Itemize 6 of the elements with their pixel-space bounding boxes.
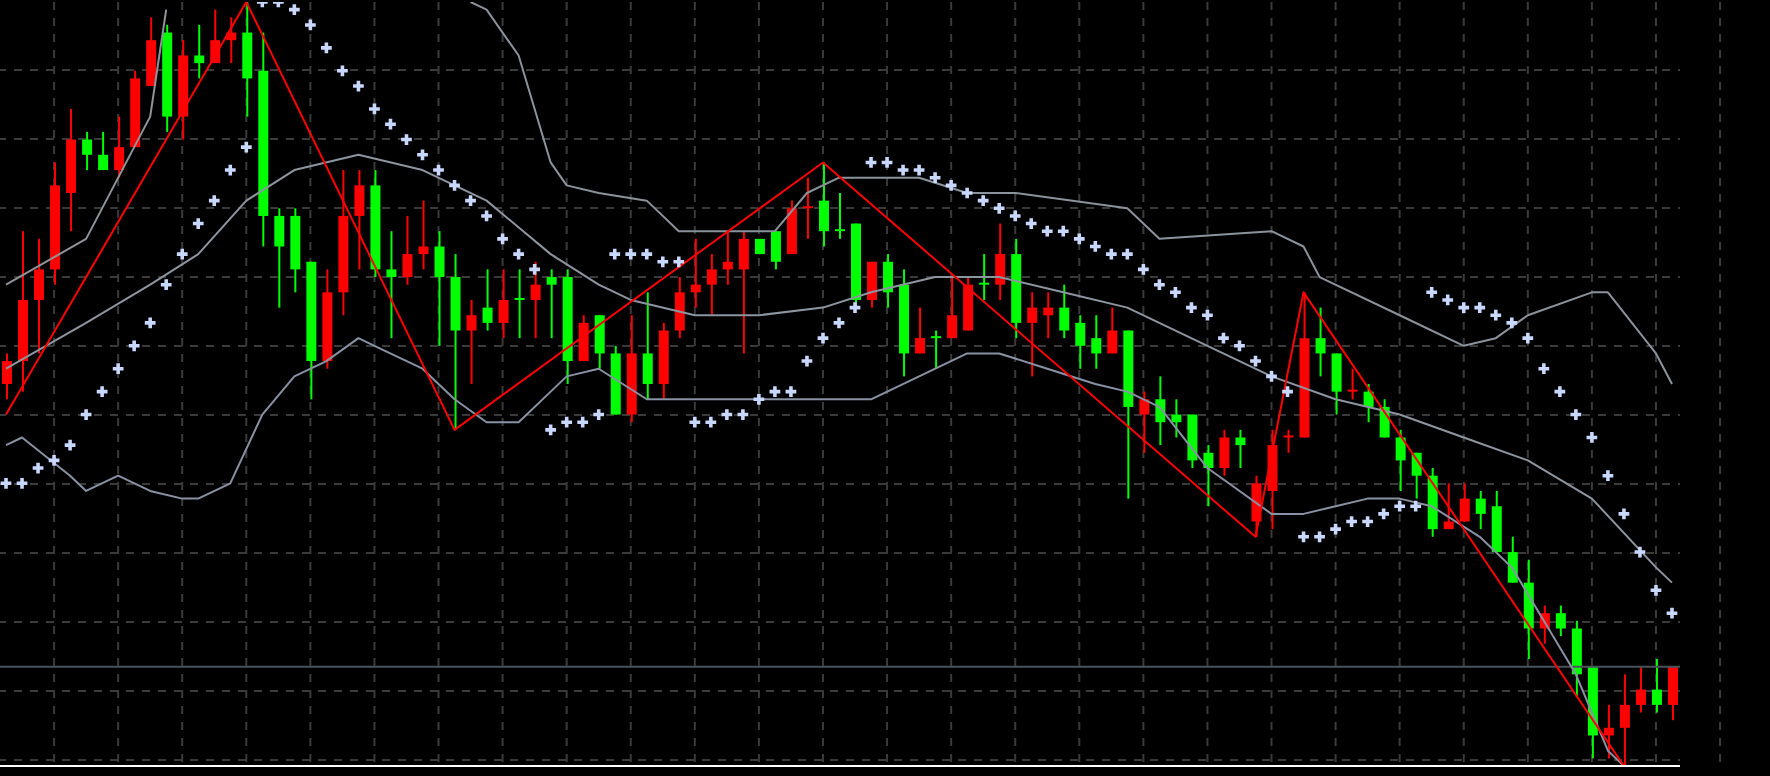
- candlestick: [979, 254, 990, 300]
- candlestick: [514, 269, 525, 339]
- candlestick: [1283, 429, 1294, 453]
- candlestick: [1347, 368, 1358, 400]
- candlestick: [802, 177, 813, 239]
- candlestick: [834, 193, 845, 239]
